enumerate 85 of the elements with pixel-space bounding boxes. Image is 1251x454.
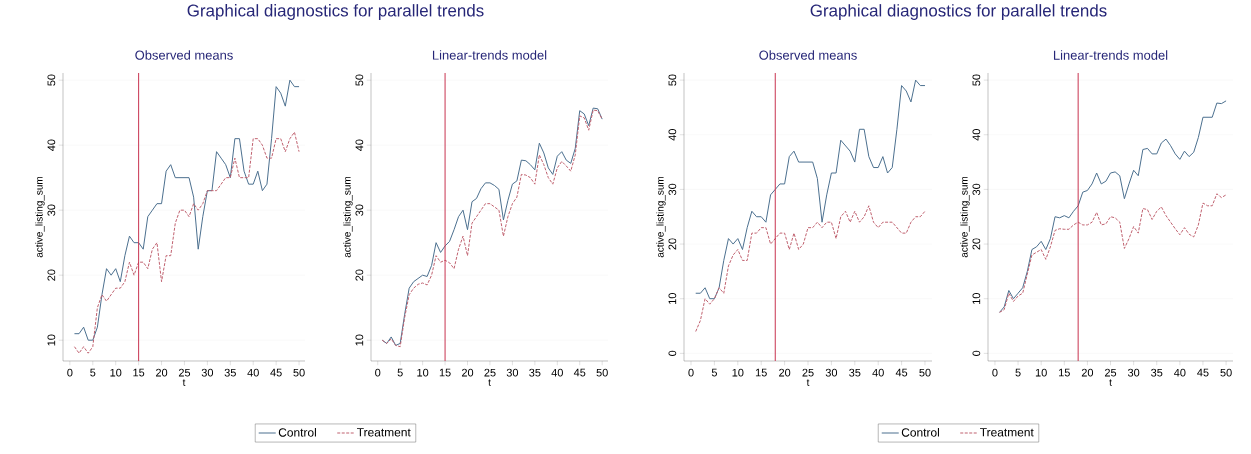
y-tick-label: 50 [355, 74, 364, 86]
x-tick-label: 35 [529, 368, 541, 377]
x-tick-label: 30 [825, 368, 838, 377]
y-tick-label: 30 [355, 204, 364, 216]
x-tick-label: 35 [849, 368, 861, 377]
y-tick-label: 0 [668, 350, 677, 356]
x-tick-label: 45 [895, 368, 908, 377]
x-tick-label: 40 [551, 368, 563, 377]
x-tick-label: 10 [1035, 368, 1047, 377]
chart-subtitle: Observed means [759, 50, 857, 60]
chart-subtitle: Linear-trends model [1053, 50, 1168, 60]
chart-title: Graphical diagnostics for parallel trends [810, 4, 1107, 20]
chart-subtitle: Observed means [135, 50, 233, 60]
x-tick-label: 0 [375, 368, 381, 377]
x-tick-label: 10 [732, 368, 744, 377]
x-tick-label: 30 [1127, 368, 1140, 377]
y-tick-label: 0 [972, 350, 981, 356]
x-tick-label: 45 [270, 368, 282, 377]
y-tick-label: 50 [47, 74, 56, 86]
x-tick-label: 50 [919, 368, 931, 377]
chart-subtitle: Linear-trends model [432, 50, 547, 60]
y-axis-title: active_listing_sum [656, 176, 666, 258]
y-tick-label: 20 [355, 269, 364, 281]
y-axis-title: active_listing_sum [343, 176, 353, 258]
y-tick-label: 40 [668, 129, 677, 141]
x-tick-label: 0 [688, 368, 694, 377]
y-tick-label: 40 [47, 139, 56, 151]
x-tick-label: 20 [156, 368, 168, 377]
legend-label: Control [278, 427, 316, 437]
y-tick-label: 30 [668, 183, 677, 196]
y-tick-label: 10 [355, 334, 364, 346]
x-tick-label: 5 [397, 368, 403, 377]
x-tick-label: 50 [293, 368, 305, 377]
x-tick-label: 40 [247, 368, 259, 377]
legend-label: Treatment [357, 428, 411, 437]
x-tick-label: 20 [779, 368, 791, 377]
x-tick-label: 25 [802, 368, 814, 377]
y-tick-label: 50 [972, 74, 981, 86]
x-tick-label: 5 [1015, 368, 1021, 377]
y-tick-label: 40 [355, 139, 364, 151]
x-tick-label: 20 [461, 368, 474, 377]
x-axis-title: t [1109, 379, 1112, 386]
x-axis-title: t [806, 379, 810, 386]
x-tick-label: 35 [1151, 368, 1163, 377]
x-tick-label: 50 [596, 368, 608, 377]
y-tick-label: 30 [972, 183, 981, 196]
x-tick-label: 0 [992, 368, 998, 377]
chart-title: Graphical diagnostics for parallel trends [187, 4, 484, 20]
line-series [999, 193, 1227, 313]
legend-label: Control [901, 427, 939, 437]
x-tick-label: 20 [1081, 368, 1094, 377]
x-tick-label: 15 [439, 368, 451, 377]
x-tick-label: 50 [1220, 368, 1232, 377]
y-tick-label: 40 [972, 129, 981, 141]
x-tick-label: 45 [1197, 368, 1209, 377]
x-tick-label: 30 [506, 368, 519, 377]
y-tick-label: 10 [668, 293, 677, 304]
x-tick-label: 40 [872, 368, 884, 377]
y-axis-title: active_listing_sum [960, 176, 970, 258]
x-tick-label: 10 [417, 368, 429, 377]
x-tick-label: 35 [224, 368, 236, 377]
y-tick-label: 30 [47, 204, 56, 216]
x-tick-label: 10 [110, 368, 122, 377]
x-tick-label: 15 [755, 368, 767, 377]
x-tick-label: 30 [201, 368, 214, 377]
y-tick-label: 20 [972, 238, 981, 250]
y-tick-label: 50 [668, 74, 677, 86]
x-tick-label: 5 [90, 368, 96, 377]
y-tick-label: 10 [47, 334, 56, 346]
x-tick-label: 0 [67, 368, 73, 377]
x-tick-label: 15 [1059, 368, 1070, 377]
x-tick-label: 25 [484, 368, 496, 377]
legend-label: Treatment [980, 428, 1034, 437]
y-tick-label: 10 [972, 293, 981, 304]
y-tick-label: 20 [668, 238, 677, 250]
y-tick-label: 20 [47, 269, 56, 281]
y-axis-title: active_listing_sum [35, 176, 45, 258]
x-tick-label: 25 [178, 368, 191, 377]
x-tick-label: 15 [133, 368, 145, 377]
x-axis-title: t [182, 379, 186, 386]
x-tick-label: 5 [711, 368, 717, 377]
x-tick-label: 25 [1104, 368, 1117, 377]
x-axis-title: t [488, 379, 491, 386]
x-tick-label: 45 [573, 368, 586, 377]
x-tick-label: 40 [1174, 368, 1186, 377]
